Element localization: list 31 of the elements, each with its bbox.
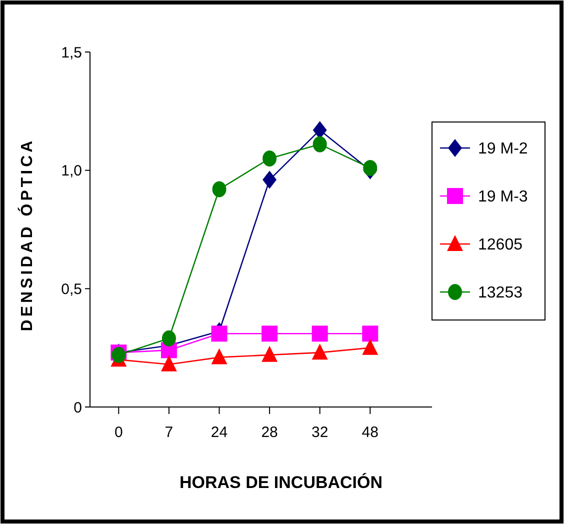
point [212, 181, 226, 198]
point [211, 326, 228, 342]
legend-label: 12605 [478, 236, 523, 254]
legend-label: 19 M-2 [478, 140, 528, 158]
point [312, 326, 328, 342]
y-tick-label: 0 [74, 399, 82, 416]
point [362, 326, 378, 342]
legend-label: 19 M-3 [478, 188, 528, 206]
x-tick-label: 0 [114, 424, 123, 441]
point [312, 136, 327, 152]
point [262, 170, 277, 189]
y-axis-title: DENSIDAD ÓPTICA [17, 138, 36, 332]
point [262, 326, 278, 342]
y-tick-label: 0,5 [61, 280, 82, 298]
point [362, 338, 378, 355]
y-tick-label: 1,0 [61, 162, 82, 180]
x-tick-label: 7 [164, 424, 174, 441]
point [262, 346, 278, 362]
point [162, 330, 176, 346]
point [312, 344, 328, 360]
y-tick-label: 1,5 [61, 44, 82, 62]
point [211, 348, 228, 364]
legend-label: 13253 [478, 284, 523, 302]
x-tick-label: 24 [210, 424, 228, 441]
x-tick-label: 32 [312, 424, 328, 441]
point [160, 355, 177, 372]
point [363, 160, 378, 176]
x-tick-label: 28 [261, 424, 278, 441]
x-axis-title: HORAS DE INCUBACIÓN [179, 472, 383, 492]
x-tick-label: 48 [362, 424, 378, 441]
point [262, 150, 277, 166]
